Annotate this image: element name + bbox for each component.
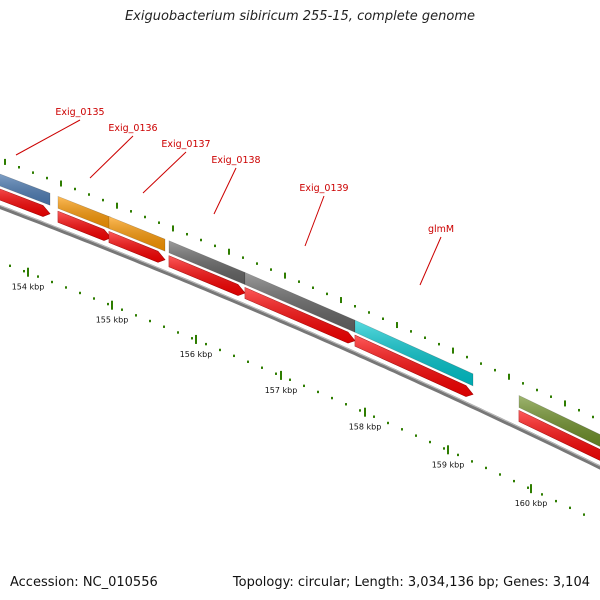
cds-arrow-shade <box>169 255 245 296</box>
gene-box[interactable] <box>0 170 51 206</box>
gene-label: Exig_0137 <box>161 139 210 150</box>
gene-label: Exig_0139 <box>299 183 348 194</box>
map-title: Exiguobacterium sibiricum 255-15, comple… <box>124 9 476 24</box>
gene-label: Exig_0138 <box>211 155 260 166</box>
gene-label-leader <box>89 135 134 179</box>
gene-label: Exig_0135 <box>55 107 104 118</box>
ruler-label: 159 kbp <box>432 460 465 469</box>
ruler-label: 157 kbp <box>265 386 298 395</box>
gene-box[interactable] <box>354 319 474 387</box>
cds-arrow-shade <box>519 410 600 461</box>
gene-box-shade <box>109 216 165 252</box>
gene-label: glmM <box>428 224 454 235</box>
ruler-label: 154 kbp <box>12 283 45 292</box>
cds-arrow-shade <box>58 211 111 241</box>
cds-arrow[interactable] <box>0 185 51 217</box>
genome-backbone-highlight <box>0 204 600 467</box>
gene-box-shade <box>58 196 111 230</box>
gene-box-shade <box>519 395 600 447</box>
gene-label-leader <box>213 167 237 215</box>
genome-backbone <box>0 204 600 470</box>
gene-label-leader <box>304 195 325 247</box>
gene-label-leader <box>142 151 187 194</box>
ruler-label: 158 kbp <box>349 423 382 432</box>
cds-arrow-shade <box>355 335 473 397</box>
ruler-label: 160 kbp <box>515 499 548 508</box>
cds-arrow[interactable] <box>354 334 474 397</box>
gene-box[interactable] <box>108 216 166 252</box>
gene-label-leader <box>15 119 81 156</box>
gene-box-shade <box>355 320 473 386</box>
gene-label: Exig_0136 <box>108 123 157 134</box>
cds-arrow[interactable] <box>57 210 112 241</box>
cds-arrow[interactable] <box>518 410 600 465</box>
cds-arrow[interactable] <box>168 255 246 296</box>
ruler-label: 155 kbp <box>96 316 129 325</box>
accession-text: Accession: NC_010556 <box>10 575 158 590</box>
gene-label-leader <box>419 236 442 286</box>
gene-box-shade <box>169 240 245 285</box>
gene-box-shade <box>0 174 50 206</box>
gene-box-shade <box>245 272 355 333</box>
cds-arrow[interactable] <box>244 287 356 344</box>
cds-arrow[interactable] <box>108 231 166 263</box>
cds-arrow-shade <box>245 287 355 344</box>
genome-summary-text: Topology: circular; Length: 3,034,136 bp… <box>232 575 590 590</box>
cds-arrow-shade <box>0 189 50 217</box>
ruler-label: 156 kbp <box>180 350 213 359</box>
gene-box[interactable] <box>518 394 600 453</box>
cds-arrow-shade <box>109 231 165 263</box>
